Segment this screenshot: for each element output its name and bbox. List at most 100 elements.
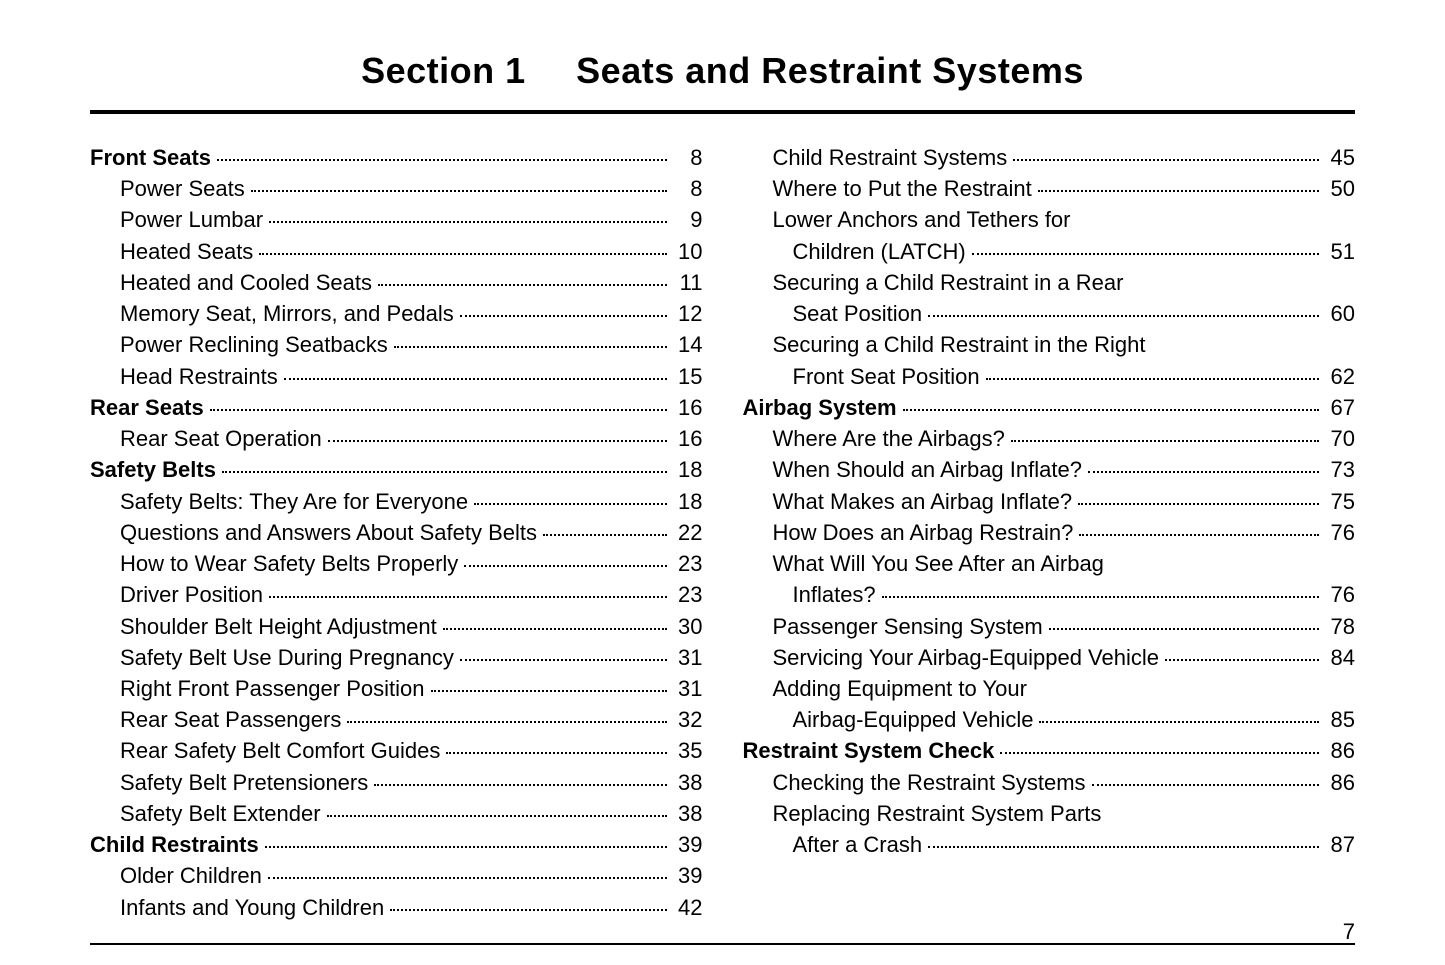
toc-page: 73 (1325, 454, 1355, 485)
toc-entry: Seat Position60 (743, 298, 1356, 329)
toc-label: Rear Seat Operation (120, 423, 322, 454)
toc-page: 12 (673, 298, 703, 329)
toc-entry: Rear Safety Belt Comfort Guides 35 (90, 735, 703, 766)
toc-entry: Lower Anchors and Tethers for (743, 204, 1356, 235)
toc-leader (328, 440, 667, 442)
toc-label: Rear Safety Belt Comfort Guides (120, 735, 440, 766)
toc-leader (460, 659, 667, 661)
toc-leader (928, 846, 1319, 848)
toc-label: Front Seat Position (793, 361, 980, 392)
toc-leader (986, 378, 1319, 380)
toc-leader (374, 784, 666, 786)
toc-leader (347, 721, 666, 723)
toc-entry: After a Crash87 (743, 829, 1356, 860)
toc-page: 39 (673, 829, 703, 860)
toc-page: 31 (673, 642, 703, 673)
toc-leader (903, 409, 1319, 411)
toc-label: Heated and Cooled Seats (120, 267, 372, 298)
toc-page: 60 (1325, 298, 1355, 329)
toc-leader (378, 284, 667, 286)
toc-page: 39 (673, 860, 703, 891)
toc-entry: Safety Belts 18 (90, 454, 703, 485)
toc-entry: Child Restraint Systems45 (743, 142, 1356, 173)
toc-page: 85 (1325, 704, 1355, 735)
toc-entry: How to Wear Safety Belts Properly23 (90, 548, 703, 579)
toc-page: 31 (673, 673, 703, 704)
toc-leader (265, 846, 667, 848)
toc-leader (1088, 471, 1319, 473)
toc-leader (1079, 534, 1319, 536)
toc-label: Shoulder Belt Height Adjustment (120, 611, 437, 642)
toc-label: Front Seats (90, 142, 211, 173)
toc-leader (972, 253, 1319, 255)
toc-leader (210, 409, 667, 411)
toc-leader (284, 378, 667, 380)
toc-page: 15 (673, 361, 703, 392)
toc-label: Driver Position (120, 579, 263, 610)
toc-page: 51 (1325, 236, 1355, 267)
toc-page: 76 (1325, 579, 1355, 610)
toc-entry: Children (LATCH)51 (743, 236, 1356, 267)
toc-leader (1013, 159, 1319, 161)
toc-entry: Head Restraints15 (90, 361, 703, 392)
toc-label: Memory Seat, Mirrors, and Pedals (120, 298, 454, 329)
toc-page: 75 (1325, 486, 1355, 517)
toc-entry: Rear Seat Passengers32 (90, 704, 703, 735)
toc-label: Rear Seats (90, 392, 204, 423)
toc-label: What Makes an Airbag Inflate? (773, 486, 1073, 517)
toc-page: 18 (673, 454, 703, 485)
toc-entry: Memory Seat, Mirrors, and Pedals 12 (90, 298, 703, 329)
toc-page: 23 (673, 548, 703, 579)
toc-page: 32 (673, 704, 703, 735)
toc-label: After a Crash (793, 829, 923, 860)
toc-page: 11 (673, 267, 703, 298)
toc-page: 8 (673, 173, 703, 204)
toc-leader (269, 221, 666, 223)
toc-page: 9 (673, 204, 703, 235)
toc-page: 30 (673, 611, 703, 642)
toc-entry: Securing a Child Restraint in a Rear (743, 267, 1356, 298)
toc-leader (394, 346, 667, 348)
toc-label: Airbag System (743, 392, 897, 423)
toc-entry: Child Restraints39 (90, 829, 703, 860)
toc-entry: Inflates? 76 (743, 579, 1356, 610)
toc-label: Inflates? (793, 579, 876, 610)
toc-entry: Servicing Your Airbag-Equipped Vehicle84 (743, 642, 1356, 673)
toc-entry: What Will You See After an Airbag (743, 548, 1356, 579)
toc-right-column: Child Restraint Systems45Where to Put th… (743, 142, 1356, 923)
toc-label: Airbag-Equipped Vehicle (793, 704, 1034, 735)
toc-columns: Front Seats8Power Seats8Power Lumbar9Hea… (90, 142, 1355, 923)
toc-page: 42 (673, 892, 703, 923)
toc-leader (882, 596, 1319, 598)
toc-page: 16 (673, 392, 703, 423)
toc-entry: Checking the Restraint Systems86 (743, 767, 1356, 798)
toc-leader (474, 503, 666, 505)
toc-entry: How Does an Airbag Restrain? 76 (743, 517, 1356, 548)
toc-label: Safety Belt Extender (120, 798, 321, 829)
toc-leader (543, 534, 666, 536)
toc-leader (259, 253, 666, 255)
toc-entry: Airbag System67 (743, 392, 1356, 423)
divider-bottom (90, 943, 1355, 945)
toc-label: Restraint System Check (743, 735, 995, 766)
toc-label: Safety Belt Use During Pregnancy (120, 642, 454, 673)
toc-page: 86 (1325, 735, 1355, 766)
toc-page: 84 (1325, 642, 1355, 673)
toc-label: Infants and Young Children (120, 892, 384, 923)
toc-page: 38 (673, 767, 703, 798)
divider-top (90, 110, 1355, 114)
toc-page: 50 (1325, 173, 1355, 204)
toc-page: 16 (673, 423, 703, 454)
toc-label: Right Front Passenger Position (120, 673, 425, 704)
toc-entry: Heated Seats10 (90, 236, 703, 267)
toc-label: How Does an Airbag Restrain? (773, 517, 1074, 548)
toc-entry: What Makes an Airbag Inflate? 75 (743, 486, 1356, 517)
footer-page-number: 7 (1343, 919, 1355, 945)
toc-page: 35 (673, 735, 703, 766)
toc-leader (1049, 628, 1319, 630)
toc-page: 76 (1325, 517, 1355, 548)
toc-label: Safety Belts (90, 454, 216, 485)
toc-leader (390, 909, 666, 911)
toc-page: 14 (673, 329, 703, 360)
title-section-name: Seats and Restraint Systems (576, 50, 1084, 91)
